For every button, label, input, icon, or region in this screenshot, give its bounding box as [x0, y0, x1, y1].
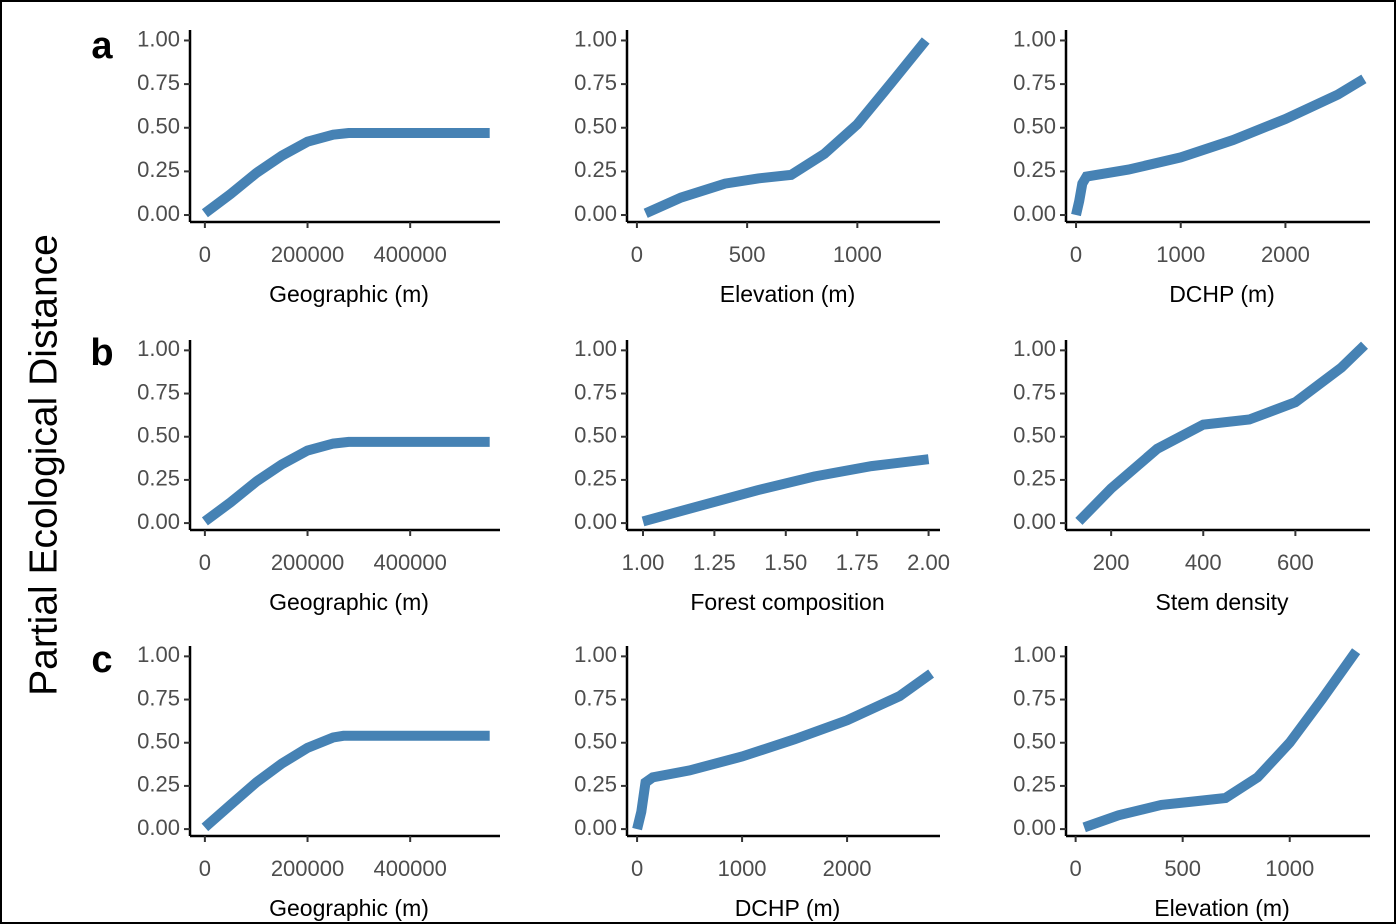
x-tick-label: 2000: [823, 856, 872, 881]
y-tick-label: 0.25: [1013, 466, 1056, 491]
y-tick-label: 0.00: [574, 815, 617, 840]
y-tick-label: 1.00: [137, 26, 180, 51]
x-tick-label: 500: [729, 242, 766, 267]
y-tick-label: 0.00: [574, 509, 617, 534]
y-tick-label: 1.00: [1013, 336, 1056, 361]
x-axis-label: Geographic (m): [269, 589, 429, 615]
x-axis-label: DCHP (m): [1169, 281, 1275, 307]
x-tick-label: 600: [1277, 550, 1314, 575]
y-tick-label: 0.00: [1013, 815, 1056, 840]
x-tick-label: 200000: [271, 856, 344, 881]
x-tick-label: 0: [199, 550, 211, 575]
x-tick-label: 200000: [271, 242, 344, 267]
y-tick-label: 0.50: [1013, 423, 1056, 448]
y-tick-label: 0.00: [574, 201, 617, 226]
x-tick-label: 400000: [373, 550, 446, 575]
y-tick-label: 0.25: [1013, 772, 1056, 797]
x-tick-label: 1.00: [622, 550, 665, 575]
y-tick-label: 0.25: [574, 157, 617, 182]
x-tick-label: 2000: [1261, 242, 1310, 267]
x-tick-label: 1.75: [836, 550, 879, 575]
x-tick-label: 1000: [1156, 242, 1205, 267]
x-tick-label: 1.50: [764, 550, 807, 575]
curve: [643, 37, 930, 218]
x-tick-label: 1.25: [693, 550, 736, 575]
x-axis-label: Forest composition: [690, 589, 884, 615]
y-tick-label: 1.00: [574, 26, 617, 51]
y-tick-label: 0.00: [137, 201, 180, 226]
x-tick-label: 0: [631, 856, 643, 881]
y-tick-label: 1.00: [1013, 642, 1056, 667]
x-tick-label: 0: [199, 242, 211, 267]
y-tick-label: 0.75: [574, 379, 617, 404]
x-axis-label: Elevation (m): [1154, 895, 1289, 921]
curve: [1075, 341, 1368, 525]
x-tick-label: 400: [1185, 550, 1222, 575]
y-tick-label: 1.00: [137, 642, 180, 667]
x-tick-label: 1000: [833, 242, 882, 267]
x-tick-label: 1000: [718, 856, 767, 881]
y-tick-label: 0.25: [1013, 157, 1056, 182]
x-tick-label: 200: [1093, 550, 1130, 575]
y-tick-label: 0.75: [137, 685, 180, 710]
x-tick-label: 400000: [373, 856, 446, 881]
curve: [1071, 74, 1367, 217]
x-tick-label: 200000: [271, 550, 344, 575]
x-tick-label: 500: [1164, 856, 1201, 881]
x-axis-label: Stem density: [1156, 589, 1289, 615]
y-tick-label: 0.00: [137, 509, 180, 534]
panel-label: b: [90, 332, 113, 374]
x-axis-label: DCHP (m): [735, 895, 841, 921]
curve: [632, 669, 935, 831]
y-tick-label: 0.00: [1013, 509, 1056, 534]
y-tick-label: 0.75: [574, 685, 617, 710]
y-tick-label: 0.75: [1013, 379, 1056, 404]
y-tick-label: 0.50: [1013, 729, 1056, 754]
y-tick-label: 0.75: [1013, 685, 1056, 710]
y-tick-label: 0.50: [1013, 114, 1056, 139]
x-axis-label: Elevation (m): [720, 281, 855, 307]
y-tick-label: 0.50: [137, 114, 180, 139]
y-tick-label: 0.50: [574, 114, 617, 139]
x-tick-label: 0: [631, 242, 643, 267]
y-tick-label: 0.25: [574, 466, 617, 491]
y-tick-label: 0.75: [137, 70, 180, 95]
x-tick-label: 0: [1070, 242, 1082, 267]
y-tick-label: 1.00: [1013, 26, 1056, 51]
y-tick-label: 1.00: [574, 642, 617, 667]
panel-label: a: [91, 25, 113, 67]
curve: [201, 436, 490, 526]
y-tick-label: 0.50: [574, 729, 617, 754]
y-tick-label: 0.00: [1013, 201, 1056, 226]
y-tick-label: 0.25: [574, 772, 617, 797]
panel-label: c: [91, 639, 112, 681]
y-tick-label: 0.00: [137, 815, 180, 840]
x-tick-label: 0: [199, 856, 211, 881]
x-axis-label: Geographic (m): [269, 895, 429, 921]
y-tick-label: 0.25: [137, 772, 180, 797]
x-tick-label: 400000: [373, 242, 446, 267]
y-tick-label: 1.00: [137, 336, 180, 361]
y-tick-label: 0.25: [137, 157, 180, 182]
x-tick-label: 2.00: [907, 550, 950, 575]
y-tick-label: 0.75: [574, 70, 617, 95]
y-tick-label: 0.75: [137, 379, 180, 404]
curve: [641, 454, 930, 527]
y-tick-label: 0.75: [1013, 70, 1056, 95]
x-tick-label: 0: [1070, 856, 1082, 881]
y-tick-label: 0.50: [137, 423, 180, 448]
y-tick-label: 0.25: [137, 466, 180, 491]
y-tick-label: 0.50: [137, 729, 180, 754]
curve: [201, 730, 490, 832]
curve: [201, 128, 490, 218]
curve: [1082, 648, 1361, 833]
y-tick-label: 1.00: [574, 336, 617, 361]
x-axis-label: Geographic (m): [269, 281, 429, 307]
x-tick-label: 1000: [1265, 856, 1314, 881]
y-axis-label: Partial Ecological Distance: [22, 234, 65, 696]
y-tick-label: 0.50: [574, 423, 617, 448]
